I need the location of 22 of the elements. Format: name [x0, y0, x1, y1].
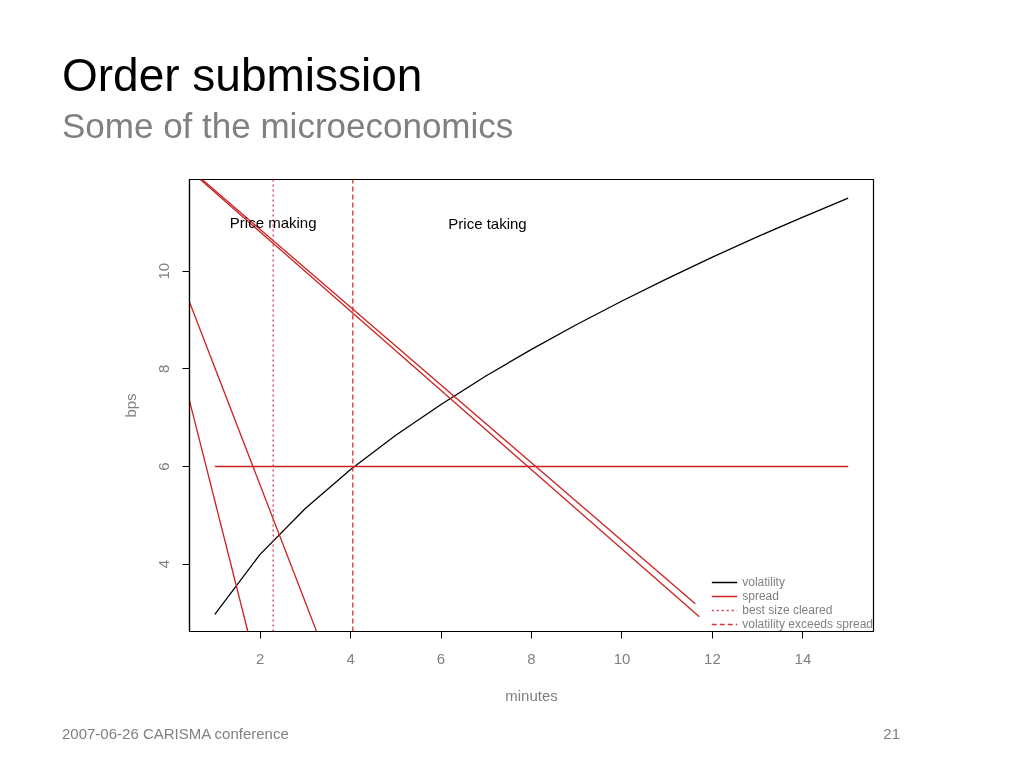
x-tick-label: 4 — [346, 649, 355, 667]
x-tick-label: 14 — [794, 649, 812, 667]
chart-subtitle: Some of the microeconomics — [61, 106, 515, 146]
chart-title: Order submission — [61, 48, 424, 102]
y-tick-label: 6 — [155, 462, 173, 471]
legend-label: volatility — [742, 575, 785, 589]
text: 21 — [882, 724, 901, 742]
x-tick-label: 8 — [527, 649, 536, 667]
y-tick-label: 4 — [155, 559, 173, 569]
x-tick-label: 2 — [255, 649, 265, 667]
x-tick-label: 6 — [436, 649, 446, 667]
y-tick-label: 10 — [155, 262, 173, 280]
legend-label: spread — [742, 589, 779, 603]
x-tick-label: 10 — [613, 649, 631, 667]
legend-label: volatility exceeds spread — [742, 617, 873, 631]
legend-label: best size cleared — [742, 603, 833, 617]
y-axis-title: bps — [121, 393, 139, 418]
x-tick-label: 12 — [704, 649, 721, 667]
text: 2007-06-26 CARISMA conference — [61, 724, 290, 742]
x-axis-title: minutes — [505, 686, 558, 704]
y-tick-label: 8 — [155, 364, 173, 374]
annotation: Price taking — [448, 215, 527, 232]
